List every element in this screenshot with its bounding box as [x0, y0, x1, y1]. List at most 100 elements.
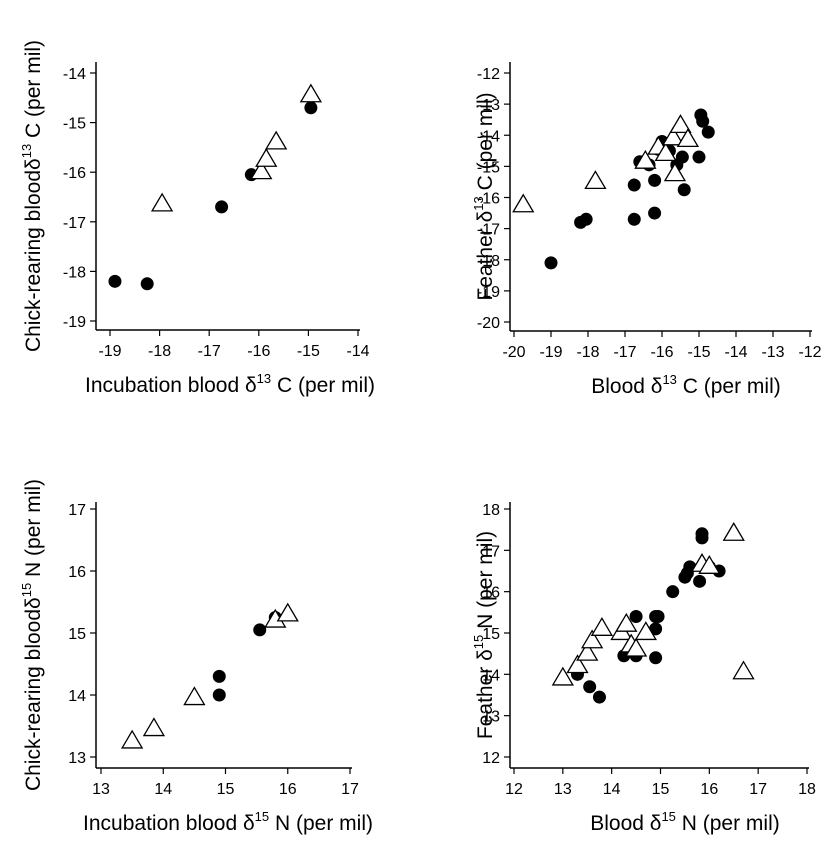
data-point-triangle: [624, 637, 648, 657]
x-tick-label: 16: [279, 781, 297, 798]
data-point-triangle: [590, 617, 614, 636]
x-tick-label: -20: [502, 344, 525, 361]
data-point-triangle: [661, 126, 685, 146]
data-point-triangle: [698, 555, 721, 574]
x-axis-title: Incubation blood δ15 N (per mil): [83, 809, 373, 835]
data-point-circle: [108, 274, 122, 288]
series-open-triangles: [150, 83, 323, 212]
data-point-triangle: [512, 193, 535, 213]
data-point-circle: [629, 609, 643, 623]
data-point-triangle: [615, 612, 638, 632]
x-tick-label: 13: [554, 781, 572, 798]
x-axis-title-superscript: 15: [661, 809, 675, 824]
y-axis-title: Feather δ13 C (per mil): [471, 92, 497, 300]
y-tick-label: 14: [68, 688, 86, 705]
x-tick-label: -15: [297, 343, 320, 360]
data-point-circle: [579, 212, 593, 226]
y-tick-label: 13: [68, 750, 86, 767]
y-tick-label: -13: [477, 97, 500, 114]
x-tick-label: -15: [687, 344, 710, 361]
series-open-triangles: [551, 521, 755, 686]
data-point-triangle: [250, 160, 273, 180]
y-axis-title-text: Feather δ: [474, 649, 497, 739]
y-tick-label: -19: [477, 284, 500, 301]
x-axis-title-text: Blood δ: [591, 375, 662, 398]
y-axis-title-text: δ: [22, 158, 45, 170]
data-point-circle: [544, 256, 558, 270]
y-tick-label: 15: [482, 626, 500, 643]
data-point-circle: [649, 622, 663, 636]
data-point-triangle: [183, 686, 206, 706]
data-point-circle: [648, 173, 662, 187]
data-point-circle: [692, 150, 706, 164]
data-point-circle: [666, 585, 680, 599]
y-tick-label: -12: [477, 66, 500, 83]
y-axis-title-text: N (per mil): [474, 531, 497, 635]
y-tick-label: -14: [63, 66, 86, 83]
x-axis-title: Incubation blood δ13 C (per mil): [85, 371, 375, 397]
x-tick-label: 12: [505, 781, 523, 798]
data-point-triangle: [676, 128, 700, 148]
data-point-circle: [583, 680, 597, 694]
y-tick-label: 13: [482, 709, 500, 726]
x-tick-label: -16: [247, 343, 270, 360]
y-tick-label: 17: [68, 502, 86, 519]
y-axis-title-superscript: 13: [19, 144, 34, 158]
y-tick-label: 16: [68, 564, 86, 581]
x-axis-title-text: N (per mil): [269, 812, 373, 835]
y-tick-label: 18: [482, 502, 500, 519]
y-tick-label: 16: [482, 585, 500, 602]
data-point-triangle: [142, 717, 166, 737]
x-tick-label: 17: [749, 781, 767, 798]
y-tick-label: -16: [63, 165, 86, 182]
x-tick-label: -19: [539, 344, 562, 361]
data-point-circle: [675, 150, 689, 164]
data-point-triangle: [654, 142, 677, 162]
x-tick-label: -18: [576, 344, 599, 361]
data-point-circle: [140, 277, 154, 291]
y-axis-title-text: Feather δ: [474, 211, 497, 301]
x-tick-label: -18: [148, 343, 171, 360]
data-point-circle: [212, 688, 226, 702]
x-axis-title: Blood δ15 N (per mil): [590, 809, 780, 835]
data-point-triangle: [255, 147, 278, 167]
y-axis-title-text: Chick-rearing blood: [22, 170, 45, 352]
x-tick-label: 14: [603, 781, 621, 798]
y-tick-label: -14: [477, 128, 500, 145]
y-axis-title: Chick-rearing bloodδ15 N (per mil): [19, 479, 45, 791]
x-axis-title-text: Blood δ: [590, 812, 661, 835]
data-point-triangle: [584, 170, 607, 190]
data-point-circle: [627, 178, 641, 192]
data-point-triangle: [669, 114, 692, 134]
x-tick-label: -17: [613, 344, 636, 361]
x-axis-title-text: C (per mil): [271, 374, 375, 397]
data-point-circle: [253, 623, 267, 637]
x-axis-title-text: C (per mil): [677, 375, 781, 398]
data-point-circle: [651, 609, 665, 623]
x-tick-label: -14: [724, 344, 747, 361]
y-axis-title-text: C (per mil): [474, 92, 497, 196]
series-filled-circles: [108, 101, 318, 291]
data-point-circle: [695, 531, 709, 545]
data-point-triangle: [265, 130, 288, 150]
x-axis-title-text: N (per mil): [676, 812, 780, 835]
x-tick-label: 18: [798, 781, 816, 798]
data-point-circle: [212, 669, 226, 683]
x-axis-title: Blood δ13 C (per mil): [591, 372, 781, 398]
y-tick-label: 12: [482, 750, 500, 767]
x-tick-label: -17: [198, 343, 221, 360]
data-point-triangle: [634, 149, 657, 169]
data-point-circle: [693, 574, 707, 588]
x-tick-label: 16: [700, 781, 718, 798]
y-axis-title-superscript: 13: [471, 196, 486, 210]
data-point-triangle: [551, 666, 574, 686]
y-axis-title-text: Chick-rearing blood: [22, 609, 45, 791]
y-axis-title-text: C (per mil): [22, 40, 45, 144]
y-axis-title: Chick-rearing bloodδ13 C (per mil): [19, 40, 45, 352]
x-tick-label: -14: [346, 343, 369, 360]
x-tick-label: -12: [798, 344, 821, 361]
y-tick-label: -16: [477, 191, 500, 208]
